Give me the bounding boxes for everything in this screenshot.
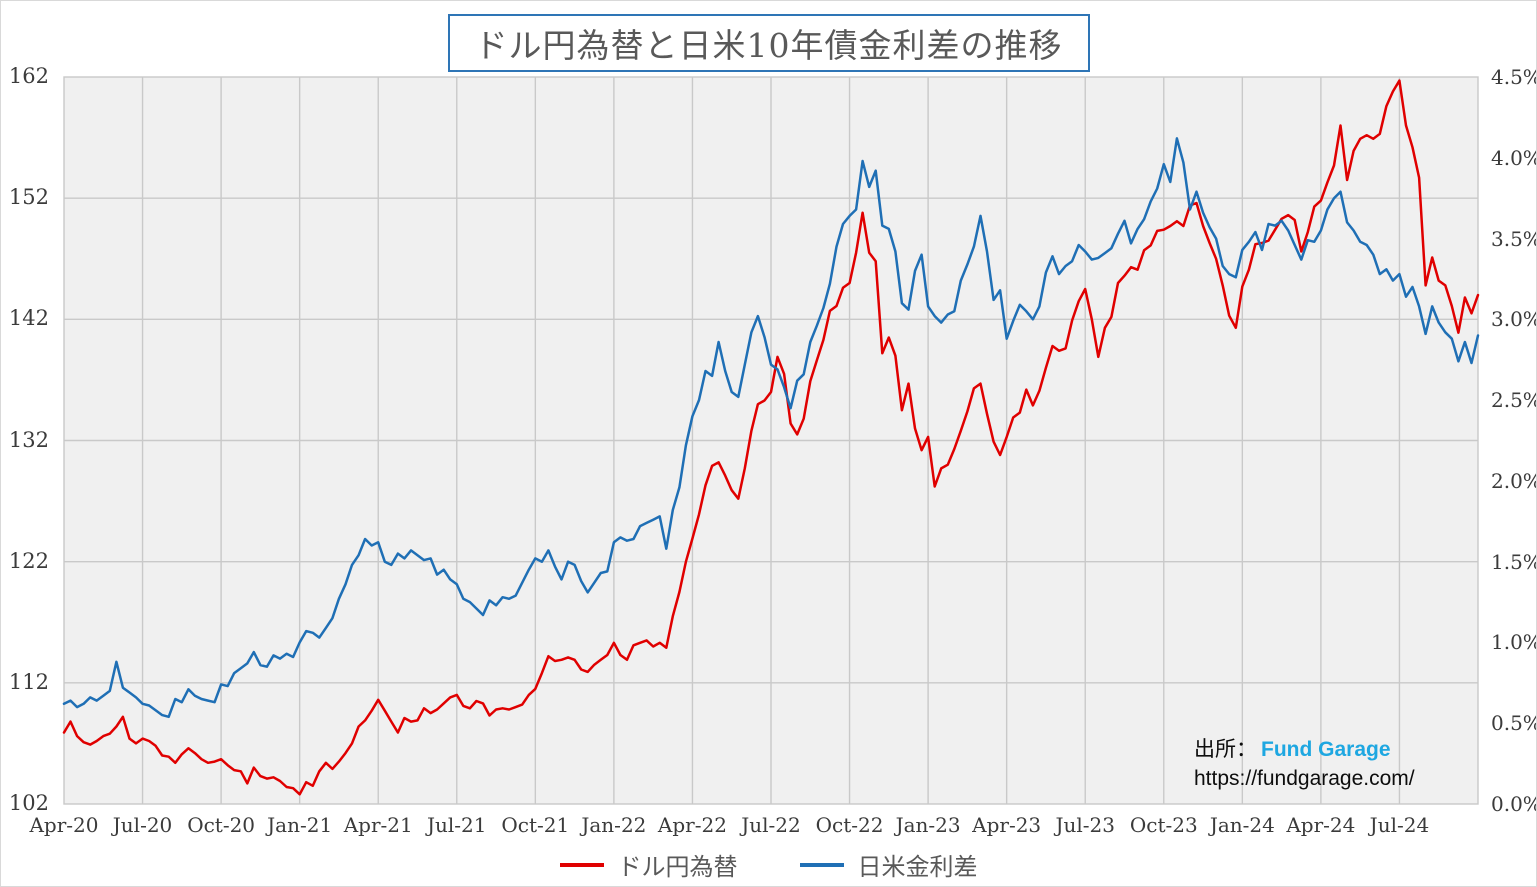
x-axis-tick-label: Apr-21 [343, 813, 413, 837]
y-axis-right-tick-label: 0.0% [1491, 792, 1537, 816]
legend-swatch-usdjpy [559, 862, 604, 867]
source-line: 出所： Fund Garage [1194, 735, 1415, 764]
y-axis-right-tick-label: 3.5% [1491, 226, 1537, 251]
legend-swatch-spread [799, 862, 844, 867]
y-axis-left-tick-label: 162 [8, 64, 49, 88]
y-axis-right-tick-label: 3.0% [1491, 307, 1537, 332]
x-axis-tick-label: Jul-21 [427, 813, 487, 837]
x-axis-tick-label: Oct-23 [1129, 813, 1198, 837]
x-axis-tick-label: Jul-20 [112, 813, 173, 837]
y-axis-left-tick-label: 112 [8, 669, 49, 694]
chart-title: ドル円為替と日米10年債金利差の推移 [474, 26, 1063, 65]
y-axis-left-tick-label: 152 [8, 185, 49, 210]
x-axis-tick-label: Jan-22 [581, 813, 647, 837]
legend-label-spread: 日米金利差 [857, 853, 978, 881]
x-axis-tick-label: Oct-20 [187, 813, 256, 837]
x-axis-tick-label: Apr-20 [29, 813, 99, 837]
y-axis-right-tick-label: 1.5% [1491, 549, 1537, 574]
legend-item-usdjpy: ドル円為替 [559, 847, 738, 882]
x-axis-tick-label: Oct-22 [815, 813, 884, 837]
source-prefix: 出所： [1194, 738, 1257, 761]
y-axis-left-tick-label: 142 [8, 306, 49, 331]
source-url: https://fundgarage.com/ [1194, 767, 1415, 790]
y-axis-right-tick-label: 2.0% [1491, 468, 1537, 493]
y-axis-right-tick-label: 4.0% [1491, 145, 1537, 170]
legend: ドル円為替 日米金利差 [1, 847, 1536, 882]
y-axis-right-tick-label: 1.0% [1491, 630, 1537, 655]
x-axis-tick-label: Jul-24 [1369, 813, 1430, 837]
x-axis-tick-label: Jul-23 [1055, 813, 1115, 837]
x-axis-tick-label: Apr-22 [657, 813, 727, 837]
legend-item-spread: 日米金利差 [799, 847, 978, 882]
y-axis-right-tick-label: 4.5% [1491, 65, 1537, 89]
x-axis-tick-label: Oct-21 [501, 813, 570, 837]
x-axis-tick-label: Apr-23 [972, 813, 1042, 837]
source-name: Fund Garage [1261, 738, 1391, 761]
x-axis-tick-label: Jan-23 [895, 813, 961, 837]
series-line-spread [62, 137, 1480, 719]
legend-label-usdjpy: ドル円為替 [617, 853, 738, 881]
x-axis-tick-label: Jan-24 [1209, 813, 1275, 837]
y-axis-right-tick-label: 0.5% [1491, 711, 1537, 736]
source-annotation: 出所： Fund Garage https://fundgarage.com/ [1194, 735, 1415, 793]
series-line-usdjpy [62, 79, 1480, 796]
y-axis-right-tick-label: 2.5% [1491, 388, 1537, 413]
chart-title-box: ドル円為替と日米10年債金利差の推移 [447, 14, 1090, 72]
y-axis-left-tick-label: 132 [8, 427, 49, 452]
x-axis-tick-label: Jan-21 [267, 813, 333, 837]
x-axis-tick-label: Apr-24 [1286, 813, 1356, 837]
plot-border [63, 76, 1479, 805]
y-axis-left-tick-label: 102 [8, 791, 49, 815]
x-axis-tick-label: Jul-22 [741, 813, 801, 837]
y-axis-left-tick-label: 122 [8, 548, 49, 573]
